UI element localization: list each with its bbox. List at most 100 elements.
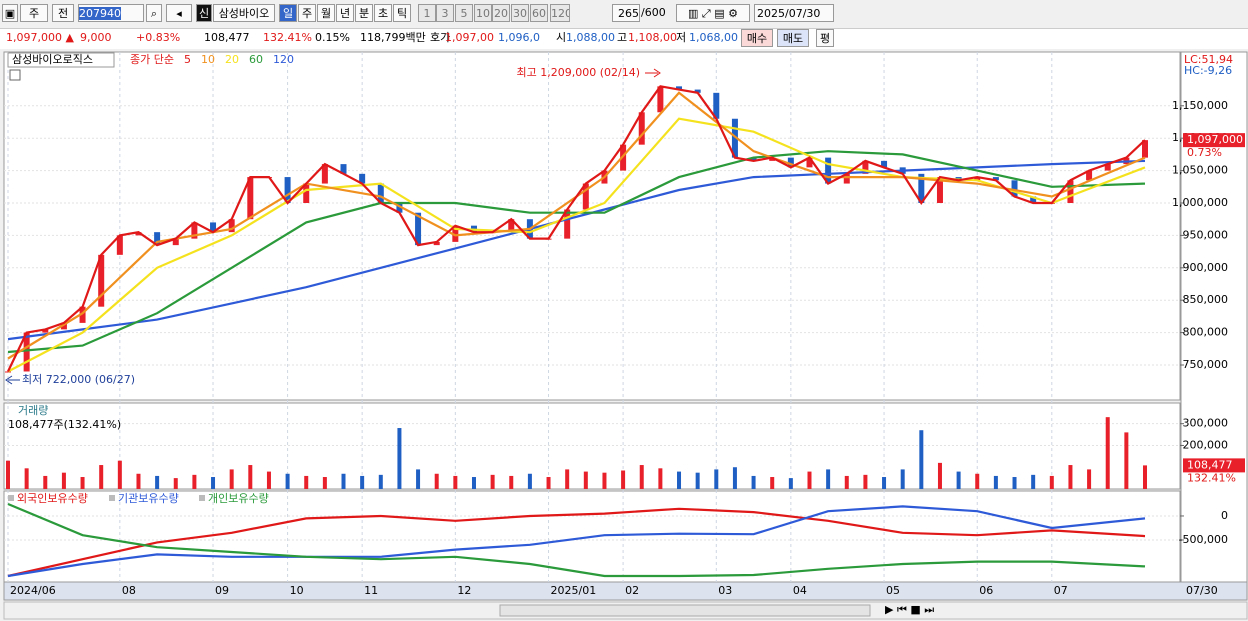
candle	[247, 177, 254, 220]
candle	[42, 329, 49, 333]
candle	[1030, 196, 1037, 203]
code-input[interactable]: 207940	[78, 4, 144, 22]
x-tick-label: 02	[625, 584, 639, 597]
volume-bar	[658, 468, 663, 489]
volume-bar	[863, 474, 868, 489]
candle	[694, 89, 701, 93]
candle	[452, 225, 459, 242]
interval-button[interactable]: 분	[355, 4, 373, 22]
volume-bar	[900, 469, 905, 489]
candle	[843, 173, 850, 184]
panel-icon[interactable]	[9, 69, 21, 81]
tool-icons[interactable]: ▥ ⤢ ▤ ⚙	[676, 4, 750, 22]
interval-button[interactable]: 틱	[393, 4, 411, 22]
multiplier-button[interactable]: 120	[550, 4, 570, 22]
volume-bar	[993, 475, 998, 489]
x-tick-label: 08	[122, 584, 136, 597]
legend-marker	[8, 495, 14, 501]
date-input[interactable]: 2025/07/30	[754, 4, 834, 22]
volume-bar	[937, 462, 942, 489]
legend-entry: 외국인보유수량	[17, 492, 88, 505]
high-arrow	[645, 68, 661, 78]
volume-bar	[360, 475, 365, 489]
interval-button[interactable]: 월	[317, 4, 335, 22]
volume-bar	[826, 469, 831, 489]
menu-icon[interactable]: ▣	[2, 4, 18, 22]
candle	[135, 232, 142, 236]
last-volume-box	[1183, 458, 1245, 473]
y-tick-label: 750,000	[1183, 358, 1229, 371]
prev-button[interactable]: 전	[52, 4, 74, 22]
volume-bar	[527, 473, 532, 489]
volume-bar	[788, 478, 793, 489]
x-tick-label: 05	[886, 584, 900, 597]
multiplier-button[interactable]: 30	[511, 4, 529, 22]
candle	[638, 112, 645, 145]
volume-bar	[99, 465, 104, 489]
interval-button[interactable]: 년	[336, 4, 354, 22]
high-label: 고	[617, 31, 628, 44]
volume-ratio: 132.41%	[263, 31, 312, 44]
volume-bar	[639, 465, 644, 489]
interval-button[interactable]: 주	[298, 4, 316, 22]
candle	[713, 92, 720, 119]
volume-bar	[565, 469, 570, 489]
x-axis-bar	[3, 581, 1248, 601]
candle	[1086, 170, 1093, 181]
low-arrow	[5, 375, 20, 385]
scroll-thumb[interactable]	[499, 604, 871, 617]
scroll-controls[interactable]: ▶ ⏮ ■ ⏭	[885, 603, 934, 616]
candle	[172, 238, 179, 246]
volume-panel	[3, 402, 1181, 490]
ma-line	[7, 150, 1146, 354]
avg-button[interactable]: 평	[816, 29, 834, 47]
volume-bar	[211, 477, 216, 489]
volume-bar	[192, 474, 197, 489]
search-button[interactable]: ⌕	[146, 4, 162, 22]
multiplier-button[interactable]: 10	[474, 4, 492, 22]
legend-marker	[199, 495, 205, 501]
interval-button[interactable]: 초	[374, 4, 392, 22]
legend-entry: 10	[201, 53, 215, 66]
candle	[60, 322, 67, 330]
ma-label: 종가 단순	[130, 53, 174, 66]
y-tick-label: 1,000,000	[1172, 196, 1228, 209]
high: 1,108,00	[628, 31, 677, 44]
last-price: 1,097,000	[1187, 133, 1243, 146]
y-tick-label: 950,000	[1183, 228, 1229, 241]
volume-bar	[341, 473, 346, 489]
holding-line	[7, 507, 1146, 578]
multiplier-button[interactable]: 60	[530, 4, 548, 22]
last-volume: 108,477	[1187, 458, 1233, 471]
sell-button[interactable]: 매도	[777, 29, 809, 47]
interval-button[interactable]: 일	[279, 4, 297, 22]
buy-button[interactable]: 매수	[741, 29, 773, 47]
ask: 1,097,00	[445, 31, 494, 44]
volume-bar	[43, 475, 48, 489]
legend-entry: 기관보유수량	[118, 492, 179, 505]
volume-bar	[304, 475, 309, 489]
multiplier-button[interactable]: 3	[436, 4, 454, 22]
volume-bar	[882, 477, 887, 489]
volume-bar	[919, 430, 924, 489]
multiplier-button[interactable]: 5	[455, 4, 473, 22]
volume-bar	[61, 472, 66, 489]
stock-name: 삼성바이오로직스	[12, 53, 93, 66]
sound-button[interactable]: ◂	[166, 4, 192, 22]
volume-bar	[1087, 469, 1092, 489]
y-tick-label: 1,050,000	[1172, 164, 1228, 177]
x-tick-label: 07	[1054, 584, 1068, 597]
y-tick-label: 800,000	[1183, 326, 1229, 339]
open: 1,088,00	[566, 31, 615, 44]
period-select[interactable]: 주	[20, 4, 48, 22]
volume-bar	[322, 477, 327, 489]
volume-bar	[751, 475, 756, 489]
ma-line	[7, 159, 1146, 341]
volume-bar	[397, 428, 402, 489]
candle	[116, 235, 123, 255]
count[interactable]: 265	[612, 4, 640, 22]
multiplier-button[interactable]: 1	[418, 4, 436, 22]
multiplier-button[interactable]: 20	[492, 4, 510, 22]
candle	[508, 219, 515, 233]
